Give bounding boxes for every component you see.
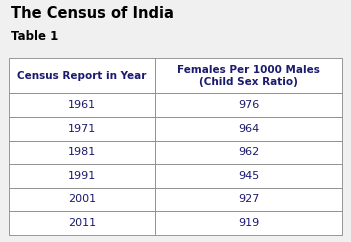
Text: 964: 964 bbox=[238, 124, 259, 134]
Bar bbox=[9, 58, 155, 93]
Text: 2001: 2001 bbox=[68, 194, 96, 204]
Bar bbox=[9, 164, 155, 188]
Text: 1961: 1961 bbox=[68, 100, 96, 110]
Text: The Census of India: The Census of India bbox=[11, 6, 173, 21]
Bar bbox=[155, 117, 342, 141]
Text: Table 1: Table 1 bbox=[11, 30, 58, 43]
Bar bbox=[155, 211, 342, 235]
Text: 919: 919 bbox=[238, 218, 259, 228]
Bar bbox=[9, 188, 155, 211]
Bar bbox=[9, 93, 155, 117]
Text: 962: 962 bbox=[238, 147, 259, 157]
Text: 945: 945 bbox=[238, 171, 259, 181]
Text: 976: 976 bbox=[238, 100, 259, 110]
Text: 927: 927 bbox=[238, 194, 259, 204]
Text: Females Per 1000 Males
(Child Sex Ratio): Females Per 1000 Males (Child Sex Ratio) bbox=[177, 65, 320, 87]
Bar bbox=[155, 188, 342, 211]
Text: 1971: 1971 bbox=[68, 124, 96, 134]
Bar bbox=[155, 141, 342, 164]
Bar bbox=[9, 141, 155, 164]
Text: 1981: 1981 bbox=[68, 147, 96, 157]
Bar bbox=[155, 93, 342, 117]
Bar bbox=[155, 58, 342, 93]
Bar bbox=[9, 211, 155, 235]
Text: 1991: 1991 bbox=[68, 171, 96, 181]
Bar bbox=[9, 117, 155, 141]
Bar bbox=[155, 164, 342, 188]
Text: Census Report in Year: Census Report in Year bbox=[18, 71, 147, 81]
Text: 2011: 2011 bbox=[68, 218, 96, 228]
